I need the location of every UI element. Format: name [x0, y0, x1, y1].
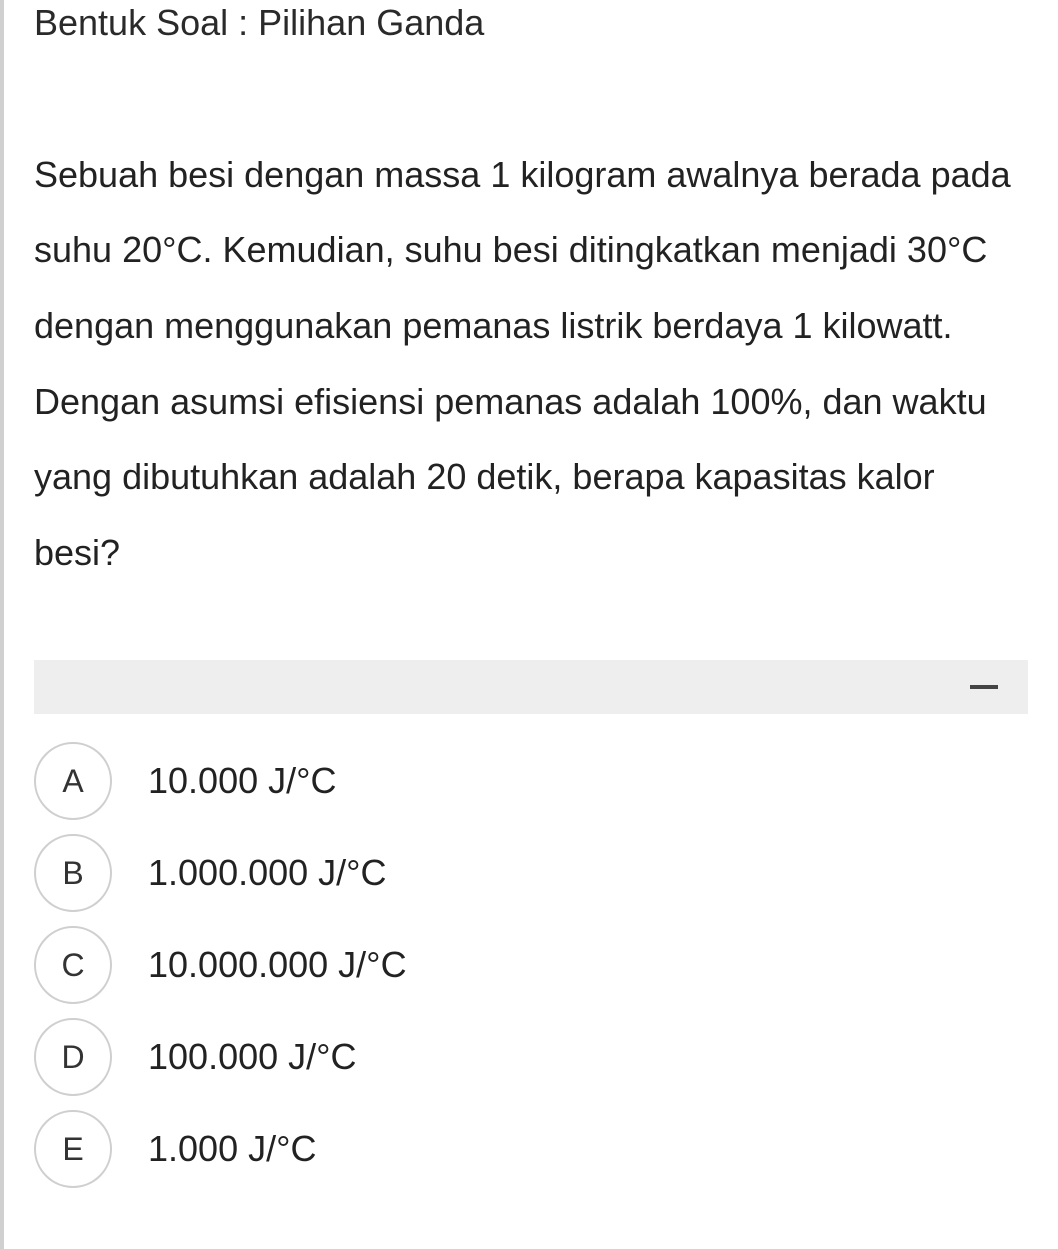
option-text-a: 10.000 J/°C	[148, 760, 337, 802]
question-type-label: Bentuk Soal : Pilihan Ganda	[34, 0, 1028, 57]
option-letter-d: D	[34, 1018, 112, 1096]
option-text-c: 10.000.000 J/°C	[148, 944, 407, 986]
option-text-d: 100.000 J/°C	[148, 1036, 357, 1078]
option-letter-e: E	[34, 1110, 112, 1188]
question-text: Sebuah besi dengan massa 1 kilogram awal…	[34, 137, 1028, 591]
option-row-c[interactable]: C 10.000.000 J/°C	[34, 926, 1028, 1004]
option-row-a[interactable]: A 10.000 J/°C	[34, 742, 1028, 820]
option-text-e: 1.000 J/°C	[148, 1128, 317, 1170]
option-text-b: 1.000.000 J/°C	[148, 852, 387, 894]
option-letter-b: B	[34, 834, 112, 912]
question-card: Bentuk Soal : Pilihan Ganda Sebuah besi …	[0, 0, 1058, 1249]
option-letter-a: A	[34, 742, 112, 820]
options-list: A 10.000 J/°C B 1.000.000 J/°C C 10.000.…	[34, 742, 1028, 1188]
option-row-d[interactable]: D 100.000 J/°C	[34, 1018, 1028, 1096]
option-row-e[interactable]: E 1.000 J/°C	[34, 1110, 1028, 1188]
option-row-b[interactable]: B 1.000.000 J/°C	[34, 834, 1028, 912]
collapse-bar[interactable]	[34, 660, 1028, 714]
minus-icon	[970, 685, 998, 689]
option-letter-c: C	[34, 926, 112, 1004]
